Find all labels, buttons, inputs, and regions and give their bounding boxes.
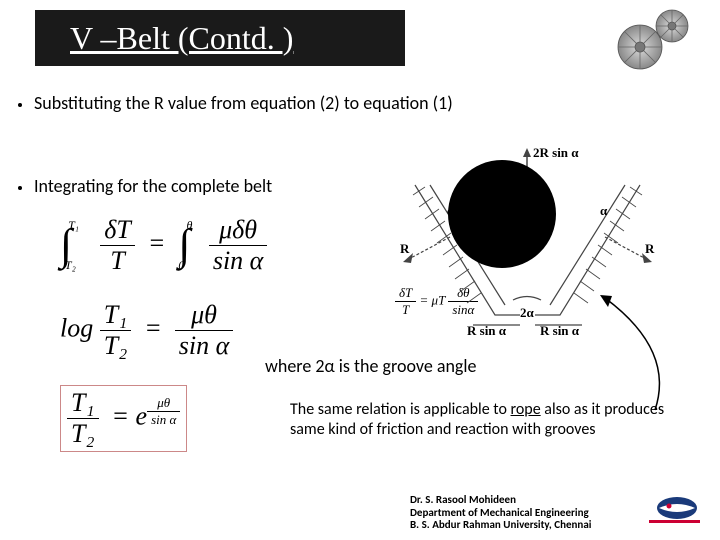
bullet-2-text: Integrating for the complete belt <box>34 175 272 197</box>
diagram-label-rsina-l: R sin α <box>467 323 507 335</box>
rope-word: rope <box>511 400 541 419</box>
diagram-label-2alpha: 2α <box>520 305 535 320</box>
equation-log: log T₁T₂ = μθsin α <box>60 300 233 361</box>
circle-mask-icon <box>448 160 556 268</box>
footer-line3: B. S. Abdur Rahman University, Chennai <box>410 519 591 532</box>
bullet-1-text: Substituting the R value from equation (… <box>34 92 453 114</box>
footer-logo-icon <box>647 492 702 532</box>
bullet-2: Integrating for the complete belt <box>18 175 272 197</box>
bullet-dot-icon <box>18 103 22 107</box>
equation-integral: ∫T₁T₂ δTT = ∫θ0 μδθsin α <box>60 215 267 276</box>
slide-title: V –Belt (Contd. ) <box>35 10 405 66</box>
footer-line1: Dr. S. Rasool Mohideen <box>410 494 591 507</box>
bullet-1: Substituting the R value from equation (… <box>18 92 453 114</box>
footer-credit: Dr. S. Rasool Mohideen Department of Mec… <box>410 494 591 532</box>
bullet-dot-icon <box>18 186 22 190</box>
note-text: The same relation is applicable to rope … <box>290 400 690 440</box>
gear-icon <box>610 2 700 77</box>
diagram-label-2rsina: 2R sin α <box>533 145 579 160</box>
where-text: where 2α is the groove angle <box>265 355 476 377</box>
diagram-label-r-right: R <box>645 241 655 256</box>
diagram-label-alpha-r: α <box>600 203 608 218</box>
diagram-label-r-left: R <box>400 241 410 256</box>
equation-exponential: T₁T₂ = eμθsin α <box>60 385 187 452</box>
